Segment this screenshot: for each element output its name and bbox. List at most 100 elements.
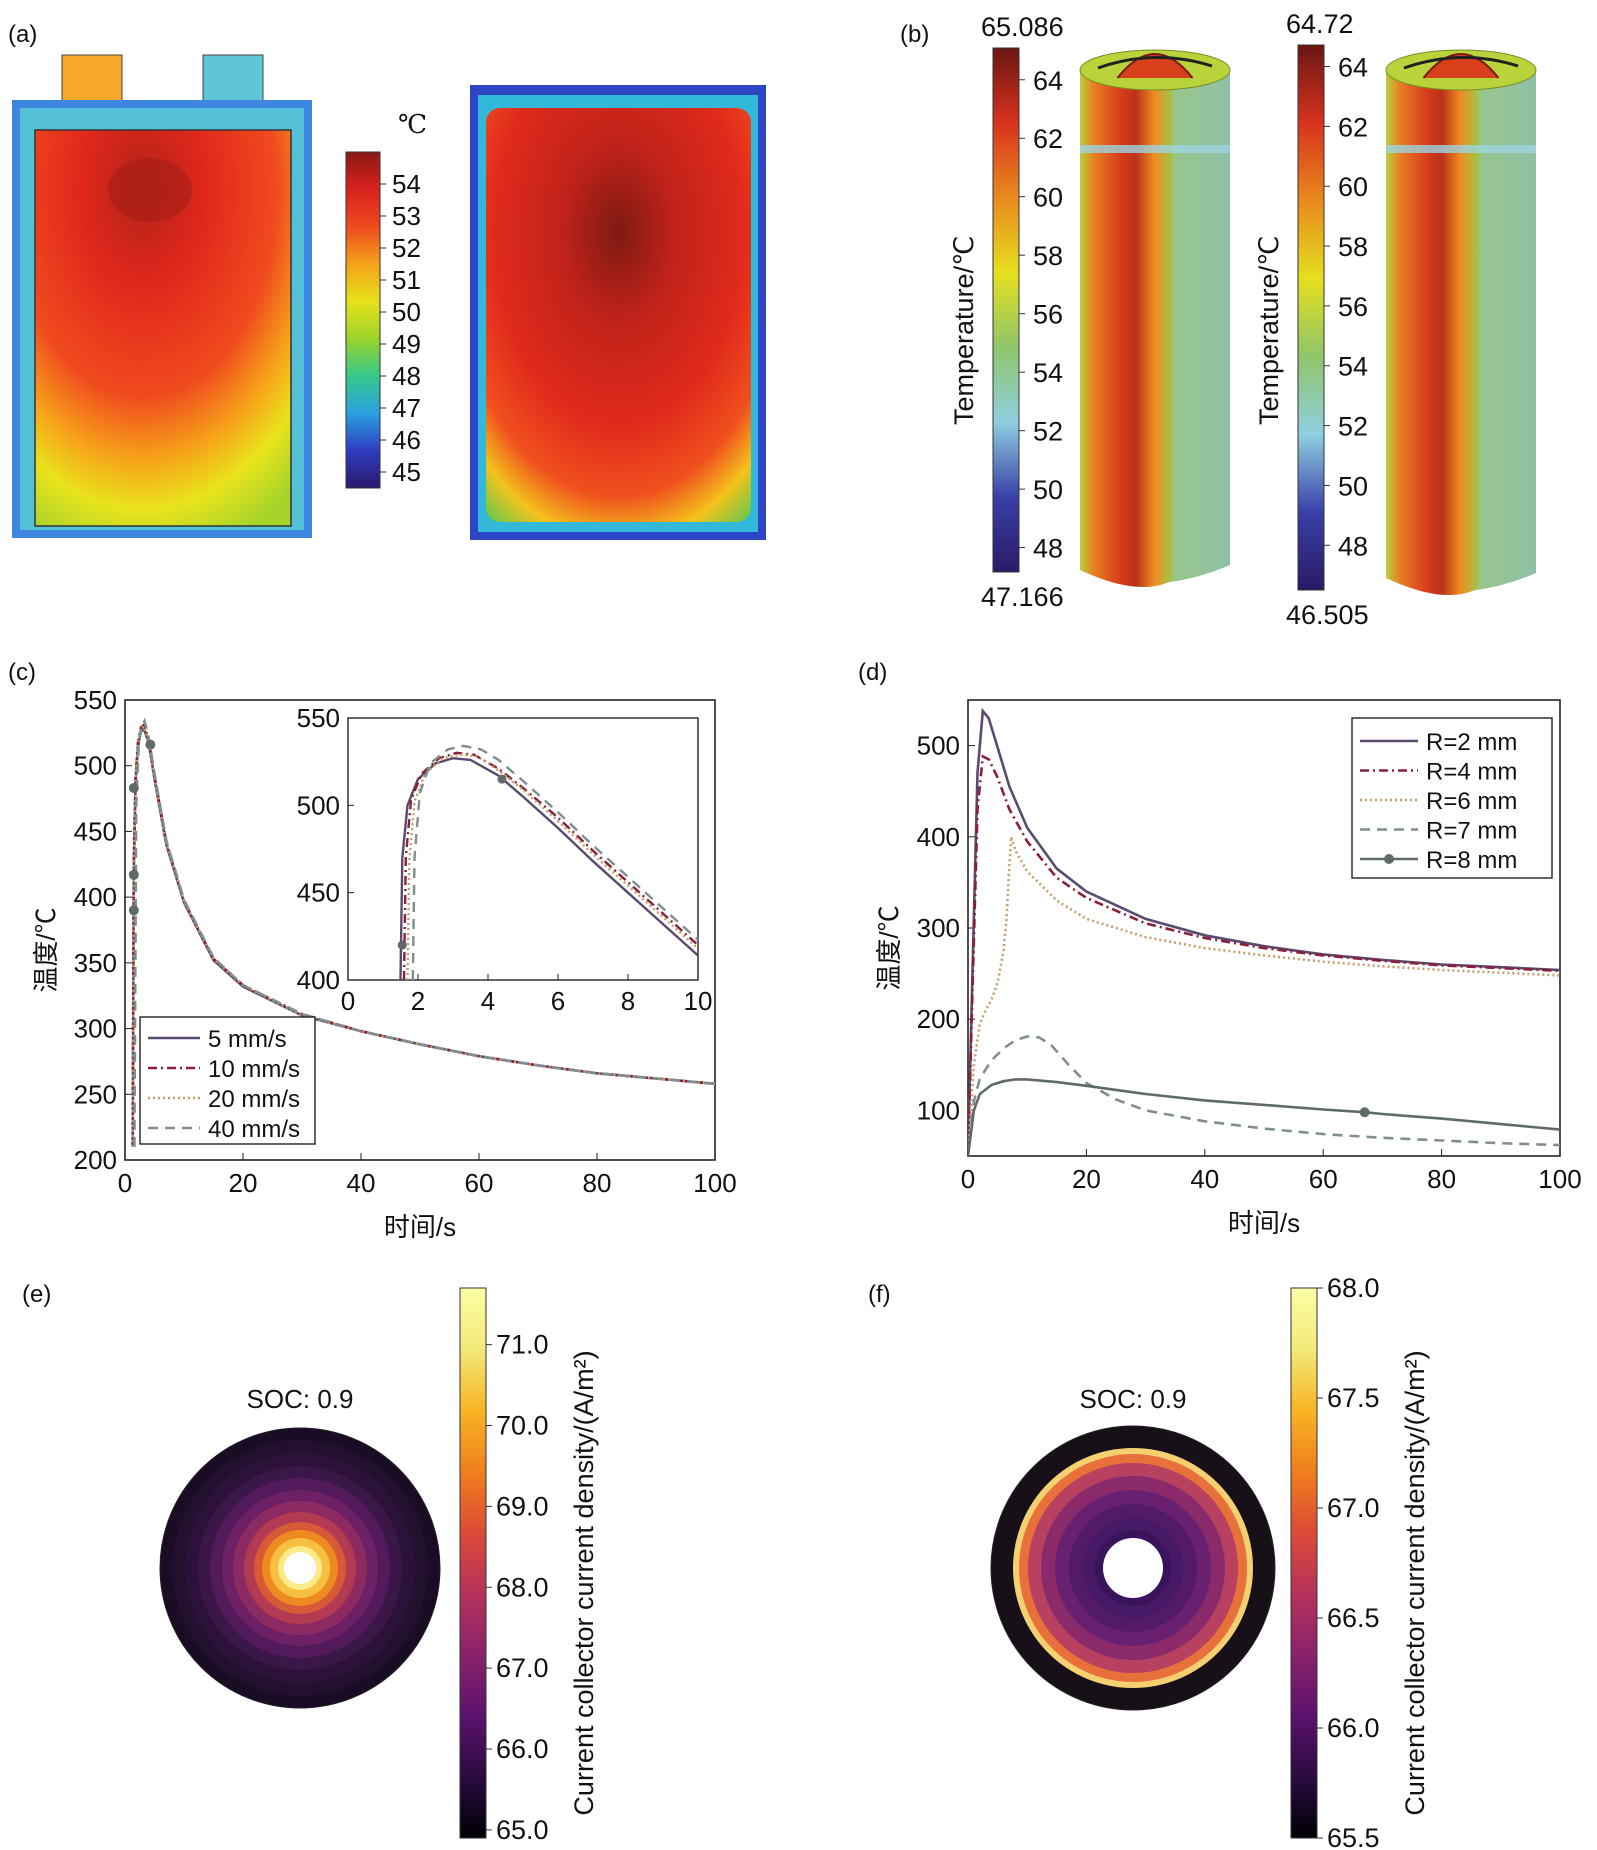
data-marker	[128, 905, 139, 916]
cylinder-cell-right	[1385, 49, 1537, 596]
colorbar-tick-label: 54	[392, 169, 421, 199]
inset-series-line	[411, 744, 699, 981]
colorbar-tick-label: 48	[392, 361, 421, 391]
series-line	[968, 754, 1560, 1156]
soc-label: SOC: 0.9	[1080, 1384, 1187, 1414]
y-tick-label: 450	[74, 816, 117, 846]
colorbar-a	[345, 151, 381, 489]
panel-label: (d)	[858, 659, 887, 686]
axis-title: Temperature/℃	[1254, 236, 1284, 425]
y-tick-label: 300	[917, 913, 960, 943]
plot-frame	[124, 699, 716, 1161]
colorbar-tick-label: 62	[1338, 112, 1368, 142]
y-tick-label: 550	[297, 703, 340, 733]
colorbar-tick-label: 54	[1033, 358, 1063, 388]
y-tick-label: 550	[74, 685, 117, 715]
chart-d: 0 20 40 60 80 100 100 200 300 400 500 时间/s 温度/℃ R=2 m…	[874, 699, 1582, 1238]
colorbar-tick-label: 66.0	[496, 1734, 549, 1764]
colorbar-tick-label: 67.0	[1327, 1493, 1380, 1523]
colorbar-max: 65.086	[981, 12, 1064, 42]
colorbar-tick-label: 56	[1338, 292, 1368, 322]
data-marker	[128, 783, 139, 794]
colorbar-b-right	[1297, 44, 1325, 591]
legend-d: R=2 mm R=4 mmR=6 mm R=7 mmR=8 mm	[1351, 717, 1553, 879]
y-tick-label: 400	[297, 965, 340, 995]
colorbar-tick-label: 56	[1033, 300, 1063, 330]
y-tick-label: 350	[74, 948, 117, 978]
inset-series-line	[402, 751, 699, 981]
colorbar-unit: ℃	[398, 110, 427, 140]
legend-entry: 40 mm/s	[208, 1116, 300, 1143]
colorbar-tick-label: 67.5	[1327, 1383, 1380, 1413]
rotation-arrow	[1403, 55, 1519, 70]
colorbar-max: 64.72	[1286, 9, 1354, 39]
x-axis-label: 时间/s	[384, 1212, 456, 1242]
x-tick-label: 10	[684, 986, 713, 1016]
hotspot	[108, 158, 192, 222]
inset-frame	[347, 717, 699, 981]
soc-label: SOC: 0.9	[247, 1384, 354, 1414]
legend-marker	[1384, 854, 1394, 864]
colorbar-tick-label: 65.5	[1327, 1823, 1380, 1850]
data-marker	[145, 739, 156, 750]
x-tick-label: 6	[551, 986, 565, 1016]
colorbar-tick-label: 66.0	[1327, 1713, 1380, 1743]
colorbar-tick-label: 52	[392, 233, 421, 263]
series-line	[131, 722, 715, 1147]
x-tick-label: 0	[961, 1164, 975, 1194]
y-tick-label: 500	[917, 731, 960, 761]
x-tick-label: 2	[411, 986, 425, 1016]
data-marker	[1359, 1107, 1370, 1118]
legend-c: 5 mm/s 10 mm/s 20 mm/s 40 mm/s	[139, 1016, 316, 1145]
colorbar-tick-label: 48	[1338, 531, 1368, 561]
colorbar-tick-label: 49	[392, 329, 421, 359]
colorbar-panel-e	[459, 1287, 487, 1839]
panel-label: (f)	[868, 1281, 891, 1308]
x-tick-label: 80	[583, 1168, 612, 1198]
y-axis-label: 温度/℃	[874, 905, 904, 990]
colorbar-tick-label: 45	[392, 457, 421, 487]
colorbar-tick-label: 66.5	[1327, 1603, 1380, 1633]
chart-c-inset: 0 2 4 6 8 10 400 450 500 550	[297, 703, 713, 1016]
legend-entry: R=4 mm	[1426, 759, 1517, 786]
colorbar-tick-label: 52	[1338, 412, 1368, 442]
legend-entry: R=2 mm	[1426, 729, 1517, 756]
series-line	[968, 836, 1560, 1156]
colorbar-tick-label: 47	[392, 393, 421, 423]
disc-ring	[284, 1552, 316, 1584]
legend-entry: R=8 mm	[1426, 847, 1517, 874]
colorbar-tick-label: 58	[1033, 241, 1063, 271]
cylinder-cell-left	[1079, 49, 1231, 588]
colorbar-tick-label: 71.0	[496, 1330, 549, 1360]
colorbar-tick-label: 64	[1338, 53, 1368, 83]
thermal-heatmap	[486, 108, 751, 522]
colorbar-tick-label: 69.0	[496, 1491, 549, 1521]
y-tick-label: 250	[74, 1079, 117, 1109]
colorbar-tick-label: 68.0	[496, 1572, 549, 1602]
x-axis-label: 时间/s	[1228, 1208, 1300, 1238]
colorbar-tick-label: 50	[392, 297, 421, 327]
colorbar-tick-label: 46	[392, 425, 421, 455]
panel-label: (e)	[22, 1281, 51, 1308]
legend-entry: R=7 mm	[1426, 818, 1517, 845]
panel-b: (b) 65.086 47.166 64 62 60 58 56 54 52 50 48 64.72 46…	[900, 9, 1537, 630]
chart-c: 0 20 40 60 80 100200250300350400450500550时间/s…	[31, 685, 737, 1242]
colorbar-tick-label: 62	[1033, 124, 1063, 154]
x-tick-label: 100	[693, 1168, 736, 1198]
colorbar-tick-label: 65.0	[496, 1815, 549, 1845]
colorbar-tick-label: 50	[1338, 471, 1368, 501]
x-tick-label: 20	[229, 1168, 258, 1198]
y-tick-label: 300	[74, 1014, 117, 1044]
legend-entry: 5 mm/s	[208, 1026, 287, 1053]
colorbar-tick-label: 58	[1338, 232, 1368, 262]
colorbar-tick-label: 68.0	[1327, 1273, 1380, 1303]
colorbar-panel-f	[1290, 1287, 1318, 1839]
cylinder-cutaway	[1080, 70, 1173, 588]
x-tick-label: 80	[1427, 1164, 1456, 1194]
colorbar-tick-label: 52	[1033, 417, 1063, 447]
x-tick-label: 4	[481, 986, 495, 1016]
series-line	[133, 717, 715, 1147]
y-tick-label: 450	[297, 878, 340, 908]
